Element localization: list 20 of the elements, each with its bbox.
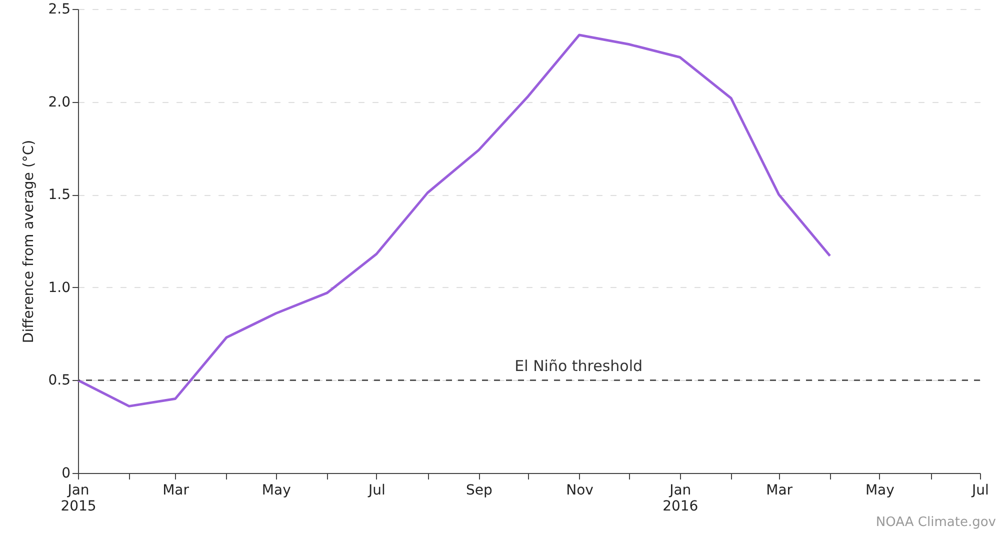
- x-tick-label: Jan 2016: [662, 482, 698, 514]
- x-tick-label: Jul: [368, 482, 386, 498]
- x-tick-label: Mar: [162, 482, 190, 498]
- line-series: [76, 34, 832, 408]
- x-tick-label: Jul: [971, 482, 989, 498]
- y-tick-label: 2.0: [48, 94, 70, 110]
- y-axis-title: Difference from average (°C): [21, 140, 38, 344]
- y-tick-label: 2.5: [48, 2, 70, 18]
- text: NOAA Climate.gov: [876, 515, 996, 530]
- y-tick-label: 0: [62, 466, 70, 482]
- x-tick-label: Jan 2015: [60, 482, 96, 514]
- x-tick-label: Nov: [566, 482, 594, 498]
- y-tick-label: 0.5: [48, 372, 70, 389]
- y-tick-label: 1.0: [48, 280, 70, 296]
- y-tick-label: 1.5: [48, 187, 70, 204]
- x-tick-label: Sep: [466, 482, 493, 498]
- x-tick-label: May: [865, 482, 894, 498]
- x-tick-label: May: [262, 482, 291, 498]
- x-tick-label: Mar: [766, 482, 793, 498]
- ref-line-label: El Niño threshold: [514, 357, 643, 376]
